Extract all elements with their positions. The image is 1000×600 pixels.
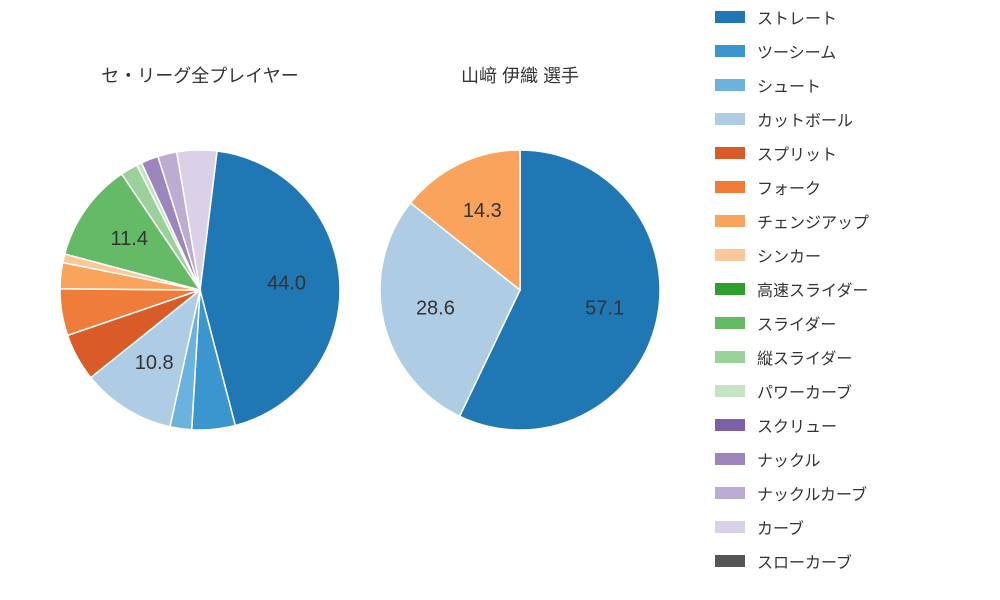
legend-swatch <box>715 79 745 91</box>
legend-swatch <box>715 45 745 57</box>
legend-item: スクリュー <box>715 408 869 442</box>
legend-label: パワーカーブ <box>757 379 852 403</box>
chart-title: 山﨑 伊織 選手 <box>390 62 650 88</box>
legend-item: カットボール <box>715 102 869 136</box>
legend-item: ツーシーム <box>715 34 869 68</box>
legend-label: カットボール <box>757 107 853 131</box>
legend-swatch <box>715 215 745 227</box>
legend-swatch <box>715 351 745 363</box>
legend-swatch <box>715 181 745 193</box>
legend-label: シンカー <box>757 243 821 267</box>
legend-swatch <box>715 283 745 295</box>
legend-item: スローカーブ <box>715 544 869 578</box>
pie-slice-label: 57.1 <box>585 297 624 319</box>
legend-label: シュート <box>757 73 821 97</box>
legend-swatch <box>715 11 745 23</box>
legend-item: 高速スライダー <box>715 272 869 306</box>
pie-slice-label: 11.4 <box>111 228 148 250</box>
legend-swatch <box>715 249 745 261</box>
legend-label: ストレート <box>757 5 837 29</box>
legend-item: ナックルカーブ <box>715 476 869 510</box>
legend-swatch <box>715 521 745 533</box>
legend-swatch <box>715 453 745 465</box>
legend-item: カーブ <box>715 510 869 544</box>
legend-swatch <box>715 385 745 397</box>
legend-swatch <box>715 419 745 431</box>
pie-slice-label: 10.8 <box>135 352 174 374</box>
legend-item: ナックル <box>715 442 869 476</box>
chart-stage: 44.0 10.8 11.4 セ・リーグ全プレイヤー 57.1 28.6 14.3 山﨑 伊織… <box>0 0 1000 600</box>
pie-chart: 44.0 10.8 11.4 <box>58 148 342 432</box>
legend-swatch <box>715 555 745 567</box>
pie-chart: 57.1 28.6 14.3 <box>378 148 662 432</box>
pie-slice-label: 28.6 <box>416 298 455 320</box>
legend-item: シュート <box>715 68 869 102</box>
legend-label: フォーク <box>757 175 821 199</box>
legend-label: ナックル <box>757 447 821 471</box>
legend-item: パワーカーブ <box>715 374 869 408</box>
legend-item: 縦スライダー <box>715 340 869 374</box>
legend-label: カーブ <box>757 515 804 539</box>
legend-swatch <box>715 147 745 159</box>
legend-label: スローカーブ <box>757 549 852 573</box>
legend-item: フォーク <box>715 170 869 204</box>
legend-item: スライダー <box>715 306 869 340</box>
pie-slice-label: 14.3 <box>463 200 502 222</box>
legend-label: スプリット <box>757 141 837 165</box>
legend-label: スライダー <box>757 311 836 335</box>
legend-item: スプリット <box>715 136 869 170</box>
legend-swatch <box>715 113 745 125</box>
legend-label: 縦スライダー <box>757 345 852 369</box>
legend: ストレートツーシームシュートカットボールスプリットフォークチェンジアップシンカー… <box>715 0 869 578</box>
legend-item: ストレート <box>715 0 869 34</box>
chart-title: セ・リーグ全プレイヤー <box>70 62 330 88</box>
legend-label: チェンジアップ <box>757 209 869 233</box>
legend-label: ナックルカーブ <box>757 481 867 505</box>
legend-item: シンカー <box>715 238 869 272</box>
pie-slice-label: 44.0 <box>267 273 306 295</box>
legend-label: スクリュー <box>757 413 837 437</box>
legend-label: ツーシーム <box>757 39 836 63</box>
legend-item: チェンジアップ <box>715 204 869 238</box>
legend-swatch <box>715 487 745 499</box>
legend-label: 高速スライダー <box>757 277 868 301</box>
legend-swatch <box>715 317 745 329</box>
